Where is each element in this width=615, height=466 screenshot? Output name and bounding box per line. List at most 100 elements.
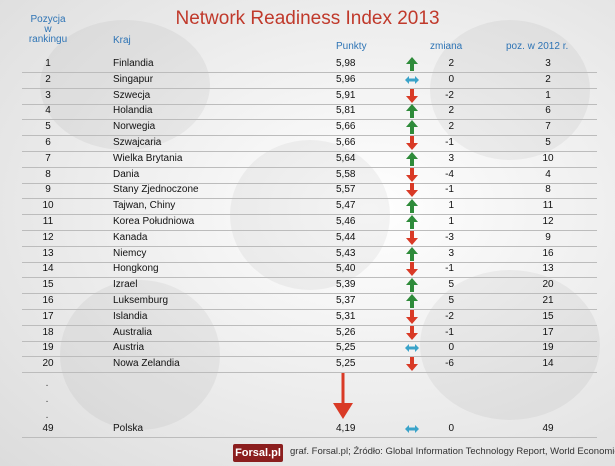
country-cell: Stany Zjednoczone — [113, 184, 199, 195]
down-arrow-icon — [406, 262, 418, 276]
forsal-logo: Forsal.pl — [233, 444, 283, 462]
rank-cell: 18 — [42, 327, 54, 338]
table-row: 10 Tajwan, Chiny 5,47 1 11 — [22, 197, 597, 215]
table-row: 15 Izrael 5,39 5 20 — [22, 276, 597, 294]
prev-position-cell: 10 — [542, 153, 554, 164]
change-cell: -1 — [445, 137, 454, 148]
change-cell: -1 — [445, 184, 454, 195]
rank-cell: 12 — [42, 232, 54, 243]
score-cell: 5,96 — [336, 74, 356, 85]
rank-cell: 10 — [42, 200, 54, 211]
table-row: 12 Kanada 5,44 -3 9 — [22, 229, 597, 247]
prev-position-cell: 3 — [545, 58, 551, 69]
prev-position-cell: 20 — [542, 279, 554, 290]
score-cell: 5,39 — [336, 279, 356, 290]
up-arrow-icon — [406, 215, 418, 229]
ellipsis-dot: . — [45, 410, 49, 421]
rank-cell: 4 — [45, 105, 51, 116]
table-row: 16 Luksemburg 5,37 5 21 — [22, 292, 597, 310]
change-cell: 3 — [448, 153, 454, 164]
score-cell: 5,57 — [336, 184, 356, 195]
table-row: 4 Holandia 5,81 2 6 — [22, 102, 597, 120]
country-cell: Niemcy — [113, 248, 147, 259]
table-row: 17 Islandia 5,31 -2 15 — [22, 308, 597, 326]
table-row: 1 Finlandia 5,98 2 3 — [22, 55, 597, 73]
rank-cell: 15 — [42, 279, 54, 290]
background-decoration — [40, 20, 210, 150]
down-arrow-icon — [406, 183, 418, 197]
rank-cell: 49 — [42, 423, 54, 434]
change-cell: 1 — [448, 200, 454, 211]
country-cell: Nowa Zelandia — [113, 358, 180, 369]
table-row: 7 Wielka Brytania 5,64 3 10 — [22, 150, 597, 168]
country-cell: Tajwan, Chiny — [113, 200, 176, 211]
rank-cell: 13 — [42, 248, 54, 259]
rank-cell: 19 — [42, 342, 54, 353]
header-position-line: rankingu — [28, 34, 68, 45]
change-cell: 3 — [448, 248, 454, 259]
country-cell: Islandia — [113, 311, 148, 322]
score-cell: 5,25 — [336, 342, 356, 353]
country-cell: Finlandia — [113, 58, 154, 69]
down-arrow-icon — [406, 310, 418, 324]
country-cell: Hongkong — [113, 263, 159, 274]
prev-position-cell: 21 — [542, 295, 554, 306]
prev-position-cell: 12 — [542, 216, 554, 227]
table-row: 19 Austria 5,25 0 19 — [22, 339, 597, 357]
prev-position-cell: 4 — [545, 169, 551, 180]
change-cell: 5 — [448, 279, 454, 290]
no-change-arrow-icon — [405, 344, 419, 352]
change-cell: 2 — [448, 105, 454, 116]
table-row: 20 Nowa Zelandia 5,25 -6 14 — [22, 355, 597, 373]
rank-cell: 2 — [45, 74, 51, 85]
country-cell: Szwecja — [113, 90, 151, 101]
table-row: 14 Hongkong 5,40 -1 13 — [22, 260, 597, 278]
score-cell: 5,47 — [336, 200, 356, 211]
prev-position-cell: 11 — [542, 200, 554, 211]
score-cell: 5,37 — [336, 295, 356, 306]
rank-cell: 6 — [45, 137, 51, 148]
score-cell: 5,91 — [336, 90, 356, 101]
ellipsis-dot: . — [45, 394, 49, 405]
header-change: zmiana — [430, 41, 463, 52]
rank-cell: 1 — [45, 58, 51, 69]
country-cell: Korea Południowa — [113, 216, 195, 227]
down-arrow-icon — [406, 136, 418, 150]
rank-cell: 17 — [42, 311, 54, 322]
up-arrow-icon — [406, 120, 418, 134]
change-cell: -1 — [445, 263, 454, 274]
score-cell: 5,26 — [336, 327, 356, 338]
prev-position-cell: 19 — [542, 342, 554, 353]
change-cell: 0 — [448, 423, 454, 434]
change-cell: 0 — [448, 342, 454, 353]
score-cell: 5,40 — [336, 263, 356, 274]
country-cell: Izrael — [113, 279, 138, 290]
score-cell: 5,58 — [336, 169, 356, 180]
background-decoration — [420, 270, 600, 420]
prev-position-cell: 15 — [542, 311, 554, 322]
source-text: graf. Forsal.pl; Źródło: Global Informat… — [290, 446, 615, 457]
up-arrow-icon — [406, 152, 418, 166]
rank-cell: 3 — [45, 90, 51, 101]
country-cell: Norwegia — [113, 121, 156, 132]
score-cell: 5,64 — [336, 153, 356, 164]
rank-cell: 9 — [45, 184, 51, 195]
change-cell: 2 — [448, 121, 454, 132]
prev-position-cell: 6 — [545, 105, 551, 116]
country-cell: Kanada — [113, 232, 148, 243]
change-cell: -6 — [445, 358, 454, 369]
score-cell: 5,81 — [336, 105, 356, 116]
score-cell: 5,98 — [336, 58, 356, 69]
no-change-arrow-icon — [405, 425, 419, 433]
rank-cell: 11 — [42, 216, 54, 227]
change-cell: -2 — [445, 90, 454, 101]
score-cell: 5,43 — [336, 248, 356, 259]
highlight-down-arrow-icon — [333, 373, 353, 419]
rank-cell: 8 — [45, 169, 51, 180]
rank-cell: 5 — [45, 121, 51, 132]
down-arrow-icon — [406, 326, 418, 340]
header-prev-position: poz. w 2012 r. — [506, 41, 569, 52]
prev-position-cell: 1 — [545, 90, 551, 101]
change-cell: 1 — [448, 216, 454, 227]
background-decoration — [60, 280, 220, 430]
